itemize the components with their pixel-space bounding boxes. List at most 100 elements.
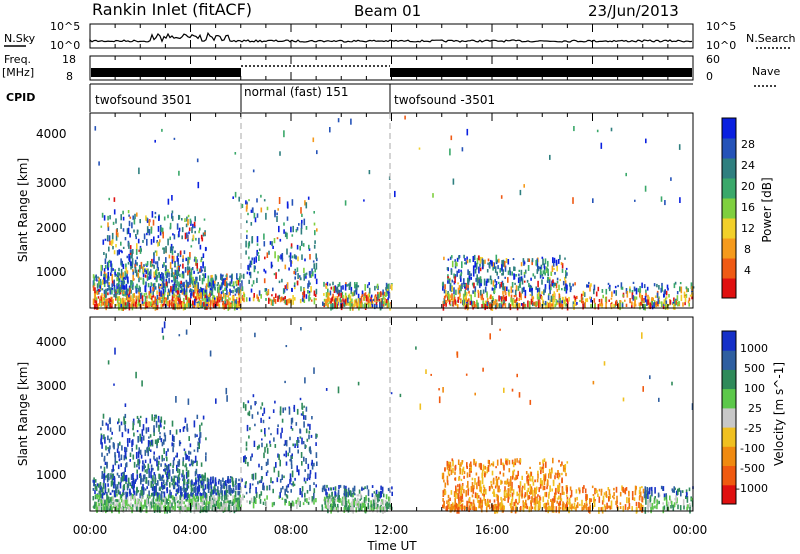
echo-point [607, 282, 610, 286]
echo-point [531, 287, 533, 291]
echo-point [329, 495, 331, 500]
echo-point [523, 261, 526, 265]
echo-point [105, 273, 108, 279]
echo-point [277, 470, 280, 478]
echo-point [517, 285, 520, 291]
echo-point [99, 487, 101, 490]
echo-point [103, 434, 105, 440]
echo-point [177, 269, 180, 276]
echo-point [295, 499, 297, 504]
echo-point [137, 302, 140, 306]
echo-point [350, 286, 353, 291]
echo-point [553, 257, 556, 263]
echo-point [119, 291, 122, 295]
echo-point [523, 280, 526, 283]
echo-point [458, 269, 460, 274]
echo-point [164, 497, 166, 502]
echo-point [133, 218, 136, 225]
echo-point [179, 273, 181, 278]
echo-point [123, 492, 125, 495]
echo-point [103, 476, 105, 484]
echo-point [132, 298, 135, 304]
echo-point [151, 486, 154, 491]
echo-point [217, 480, 220, 485]
echo-point [120, 303, 122, 308]
echo-point [329, 127, 331, 133]
cpid-segment-3: twofsound -3501 [394, 93, 495, 107]
echo-point [639, 303, 641, 310]
echo-point [184, 232, 187, 240]
echo-point [552, 296, 554, 301]
echo-point [271, 241, 273, 247]
echo-point [283, 130, 285, 138]
echo-point [130, 282, 132, 289]
echo-point [331, 302, 334, 310]
echo-point [511, 289, 514, 293]
echo-point [178, 231, 180, 238]
echo-point [177, 290, 180, 295]
echo-point [281, 474, 283, 480]
echo-point [225, 493, 228, 500]
echo-point [195, 503, 197, 510]
echo-point [443, 488, 446, 491]
echo-point [153, 252, 155, 256]
echo-point [144, 459, 147, 463]
echo-point [386, 501, 388, 508]
echo-point [184, 493, 186, 500]
echo-point [284, 285, 287, 290]
echo-point [95, 298, 98, 306]
echo-point [232, 481, 234, 488]
echo-point [248, 263, 251, 268]
echo-point [492, 264, 494, 271]
echo-point [136, 303, 139, 308]
echo-point [119, 297, 122, 305]
echo-point [107, 271, 110, 279]
echo-point [211, 500, 214, 505]
echo-point [180, 486, 182, 491]
echo-point [281, 296, 283, 302]
echo-point [537, 265, 539, 272]
echo-point [514, 507, 517, 514]
echo-point [332, 281, 334, 286]
echo-point [303, 218, 306, 226]
echo-point [263, 407, 266, 414]
echo-point [256, 198, 258, 203]
echo-point [97, 289, 100, 295]
echo-point [167, 302, 169, 306]
echo-point [480, 463, 482, 471]
echo-point [122, 228, 125, 232]
echo-point [466, 259, 469, 264]
echo-point [145, 478, 147, 484]
echo-point [335, 494, 338, 497]
echo-point [610, 297, 613, 300]
echo-point [376, 506, 379, 513]
echo-point [153, 258, 155, 264]
echo-point [485, 488, 487, 495]
echo-point [100, 465, 102, 469]
echo-point [385, 494, 388, 500]
echo-point [498, 281, 500, 284]
echo-point [527, 258, 529, 262]
echo-point [477, 302, 479, 309]
echo-point [120, 258, 122, 265]
echo-point [658, 296, 660, 300]
echo-point [131, 258, 134, 265]
echo-point [324, 498, 326, 505]
echo-point [473, 302, 476, 309]
echo-point [108, 448, 111, 454]
echo-point [234, 152, 237, 155]
echo-point [185, 285, 188, 293]
echo-point [220, 278, 223, 281]
echo-point [349, 301, 351, 305]
echo-point [687, 300, 690, 304]
echo-point [94, 490, 96, 495]
echo-point [256, 213, 259, 218]
echo-point [294, 286, 296, 290]
echo-point [105, 253, 107, 259]
echo-point [478, 463, 481, 468]
echo-point [167, 288, 170, 293]
echo-point [490, 480, 492, 484]
echo-point [114, 454, 117, 462]
echo-point [337, 118, 340, 123]
echo-point [385, 282, 388, 289]
